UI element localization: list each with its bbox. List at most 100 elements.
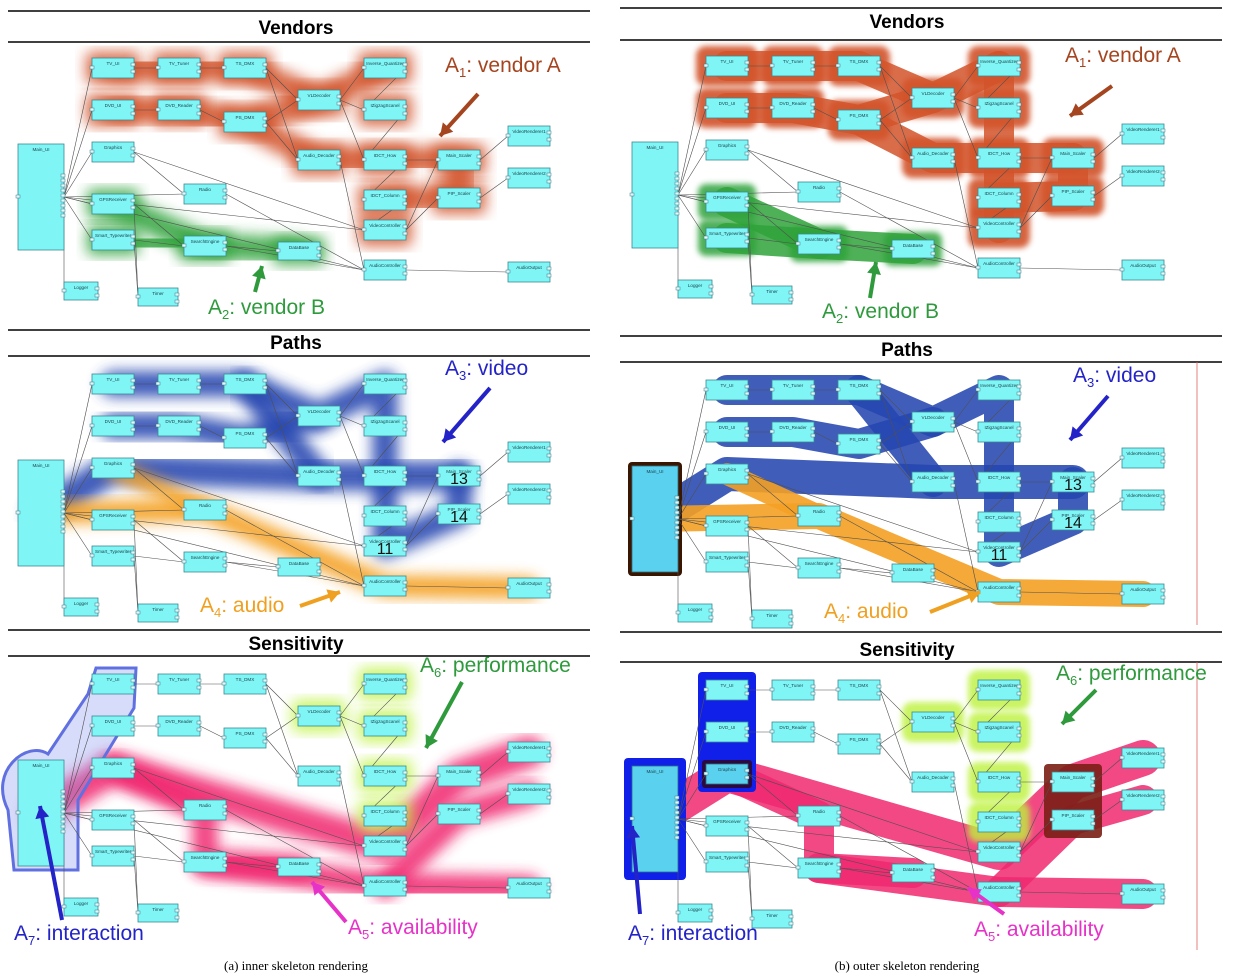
port-right [60, 829, 66, 834]
port-right [674, 206, 680, 211]
port-right [130, 678, 136, 683]
connector-vctrl-pip [405, 513, 439, 547]
component-search: SearchEngine [181, 551, 228, 573]
port-right [402, 510, 408, 515]
component-label: Main_Scaler [1060, 475, 1086, 480]
port-right [402, 111, 408, 116]
port-right [196, 385, 202, 390]
component-graph: Graphics [89, 457, 136, 479]
port-left [505, 585, 511, 590]
connector-adec-actrl [339, 159, 365, 271]
port-right [744, 67, 750, 72]
component-label: DVD_Reader [779, 725, 807, 730]
connector-vldec-izig [953, 721, 979, 733]
port-right [174, 299, 180, 304]
port-right [262, 685, 268, 690]
connector-radio-actrl [839, 815, 979, 893]
port-right [130, 69, 136, 74]
port-right [1016, 159, 1022, 164]
annotation-video-right: A3: video [1068, 364, 1156, 442]
port-right [810, 426, 816, 431]
component-dvdui: DVD_UI [703, 421, 750, 443]
component-label: PS_DMX [850, 113, 869, 118]
port-right [1016, 886, 1022, 891]
path-number-13: 13 [1064, 477, 1082, 494]
port-right [1016, 593, 1022, 598]
connector-vctrl-pip [1019, 195, 1053, 229]
port-right [674, 830, 680, 835]
component-label: Main_Scaler [1060, 775, 1086, 780]
connector-vldec-invq [339, 383, 365, 417]
component-label: DVD_UI [105, 419, 122, 424]
path-number-11: 11 [991, 547, 1008, 564]
connector-tsdmx-adec [265, 67, 299, 161]
connector-main-graph [677, 773, 707, 820]
port-left [361, 197, 367, 202]
component-label: Graphics [718, 143, 737, 148]
component-smart: Smart_Typewriter [89, 229, 136, 251]
port-left [221, 435, 227, 440]
port-right [546, 446, 552, 451]
port-left [909, 479, 915, 484]
port-right [174, 292, 180, 297]
port-left [749, 916, 755, 921]
component-search: SearchEngine [181, 235, 228, 257]
component-label: TV_UI [106, 677, 119, 682]
port-left [505, 491, 511, 496]
port-right [402, 720, 408, 725]
port-right [402, 727, 408, 732]
component-label: TS_DMX [850, 683, 869, 688]
port-left [221, 735, 227, 740]
port-right [674, 505, 680, 510]
component-label: DVD_Reader [779, 425, 807, 430]
port-left [703, 147, 709, 152]
port-right [674, 795, 680, 800]
port-left [89, 765, 95, 770]
connector-main-smart [63, 812, 93, 857]
port-right [1016, 893, 1022, 898]
port-left [835, 117, 841, 122]
component-actrl: AudioController [975, 257, 1022, 279]
component-label: IZigzagScanel [370, 419, 399, 424]
port-right [950, 483, 956, 488]
connector-tsdmx-adec [879, 689, 913, 783]
port-left [889, 870, 895, 875]
component-label: Timer [152, 607, 164, 612]
port-right [1090, 197, 1096, 202]
port-right [674, 211, 680, 216]
port-right [744, 726, 750, 731]
component-label: IZigzagScanel [984, 425, 1013, 430]
panel-vendors-right: Main_UI TV_UI TV_Tuner TS_DMX VLDecoder Inver… [629, 46, 1166, 305]
component-label: Graphics [104, 761, 123, 766]
port-right [60, 213, 66, 218]
component-label: Radio [813, 509, 825, 514]
port-right [1160, 759, 1166, 764]
port-left [435, 811, 441, 816]
port-left [361, 773, 367, 778]
port-right [402, 770, 408, 775]
component-label: VideoRenderer1 [1126, 751, 1160, 756]
port-right [60, 529, 66, 534]
port-right [316, 562, 322, 567]
port-right [1016, 546, 1022, 551]
port-right [1016, 726, 1022, 731]
port-right [674, 815, 680, 820]
connector-psdmx-vldec [265, 715, 299, 739]
component-label: Inverse_Quantizer [366, 677, 404, 682]
port-left [975, 265, 981, 270]
component-search: SearchEngine [795, 233, 842, 255]
connector-search-db [839, 567, 893, 574]
port-right [402, 777, 408, 782]
component-graph: Graphics [89, 141, 136, 163]
component-search: SearchEngine [181, 851, 228, 873]
connector-mscal-vr1 [1093, 133, 1123, 159]
port-right [1016, 691, 1022, 696]
port-left [155, 381, 161, 386]
component-idctc: IDCT_Column [361, 189, 408, 211]
component-smart: Smart_Typewriter [703, 227, 750, 249]
component-label: SearchEngine [191, 239, 220, 244]
component-label: DataBase [903, 867, 924, 872]
port-right [476, 161, 482, 166]
port-right [402, 378, 408, 383]
component-label: DataBase [903, 243, 924, 248]
